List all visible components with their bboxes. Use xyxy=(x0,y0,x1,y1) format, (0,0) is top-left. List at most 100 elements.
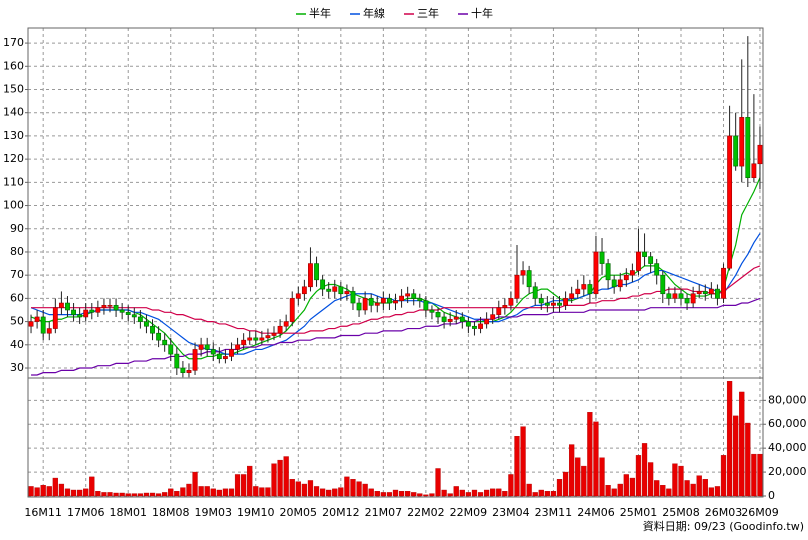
y-tick-label: 90 xyxy=(10,222,24,235)
volume-bar xyxy=(520,426,526,497)
volume-bar xyxy=(89,476,95,497)
candle-body xyxy=(611,279,617,288)
volume-bar xyxy=(83,488,89,497)
candle-body xyxy=(235,344,240,350)
x-tick-label: 21M07 xyxy=(365,506,403,519)
volume-bar xyxy=(344,476,350,497)
candle-body xyxy=(301,286,307,295)
volume-bar xyxy=(131,493,137,497)
x-tick-label: 23M04 xyxy=(492,506,530,519)
volume-bar xyxy=(259,487,265,497)
candle-body xyxy=(210,349,216,355)
x-tick-label: 25M08 xyxy=(662,506,700,519)
candle-body xyxy=(338,286,344,295)
candle-body xyxy=(156,332,162,341)
volume-bar xyxy=(301,483,308,497)
candle-body xyxy=(538,298,544,304)
candle-body xyxy=(125,312,131,315)
candle-body xyxy=(119,309,125,313)
x-tick-label: 18M01 xyxy=(109,506,147,519)
candle-body xyxy=(192,349,198,371)
volume-bar xyxy=(174,491,180,497)
volume-bar xyxy=(726,380,733,497)
candle-body xyxy=(40,316,46,334)
candle-body xyxy=(229,349,234,357)
y-tick-label: 0 xyxy=(768,489,775,502)
candle-body xyxy=(672,293,678,299)
candle-body xyxy=(308,263,313,288)
volume-bar xyxy=(447,493,453,497)
volume-bar xyxy=(405,491,411,497)
x-tick-label: 20M05 xyxy=(280,506,318,519)
candle-body xyxy=(544,302,550,306)
x-tick-label: 26M03 xyxy=(705,506,743,519)
volume-bar xyxy=(380,492,386,497)
y-tick-label: 60 xyxy=(10,291,24,304)
volume-bar xyxy=(222,488,229,497)
candle-body xyxy=(204,344,210,350)
x-tick-label: 24M06 xyxy=(577,506,615,519)
volume-bar xyxy=(569,444,575,497)
volume-bar xyxy=(58,483,65,497)
candle-body xyxy=(733,135,739,167)
y-tick-label: 150 xyxy=(3,83,24,96)
volume-bar xyxy=(678,465,684,497)
y-tick-label: 160 xyxy=(3,59,24,72)
volume-bar xyxy=(666,488,672,497)
candle-body xyxy=(144,321,149,327)
volume-bar xyxy=(180,487,186,497)
volume-bar xyxy=(34,487,40,497)
volume-bar xyxy=(435,468,441,497)
candle-body xyxy=(459,316,465,322)
candle-body xyxy=(405,293,411,297)
volume-bar xyxy=(690,483,696,497)
volume-bar xyxy=(696,475,702,497)
candle-body xyxy=(314,263,319,281)
candle-body xyxy=(478,323,483,329)
volume-bar xyxy=(550,491,557,497)
y-tick-label: 20,000 xyxy=(768,465,807,478)
volume-bar xyxy=(234,474,241,497)
volume-bar xyxy=(149,492,156,497)
candle-body xyxy=(441,316,447,322)
x-tick-label: 17M06 xyxy=(67,506,105,519)
candle-body xyxy=(295,293,301,299)
candle-body xyxy=(180,367,186,373)
volume-bar xyxy=(562,471,569,497)
candle-body xyxy=(89,309,95,313)
candle-body xyxy=(399,295,405,302)
candle-body xyxy=(65,302,70,311)
volume-bar xyxy=(64,488,71,497)
volume-bar xyxy=(143,492,150,497)
y-tick-label: 100 xyxy=(3,199,24,212)
volume-bar xyxy=(277,459,283,497)
volume-bar xyxy=(125,493,131,497)
volume-bar xyxy=(101,492,107,497)
candle-body xyxy=(532,286,538,299)
candle-body xyxy=(508,298,514,306)
y-tick-label: 80,000 xyxy=(768,393,807,406)
volume-bar xyxy=(617,483,623,497)
volume-bar xyxy=(368,488,374,497)
candle-body xyxy=(453,316,459,320)
volume-bar xyxy=(271,463,277,497)
x-tick-label: 19M10 xyxy=(237,506,275,519)
candle-body xyxy=(496,307,502,315)
volume-bar xyxy=(739,391,745,497)
volume-bar xyxy=(374,491,380,497)
candle-body xyxy=(368,298,374,306)
volume-bar xyxy=(599,457,605,497)
candle-body xyxy=(757,144,763,165)
volume-bar xyxy=(538,489,544,497)
y-tick-label: 40 xyxy=(10,338,24,351)
candle-body xyxy=(186,370,192,373)
candle-body xyxy=(380,298,386,304)
volume-bar xyxy=(556,479,563,497)
candle-body xyxy=(502,305,508,308)
candle-body xyxy=(28,321,34,327)
volume-bar xyxy=(332,488,338,497)
candle-body xyxy=(411,293,417,299)
ma-line xyxy=(31,297,761,376)
